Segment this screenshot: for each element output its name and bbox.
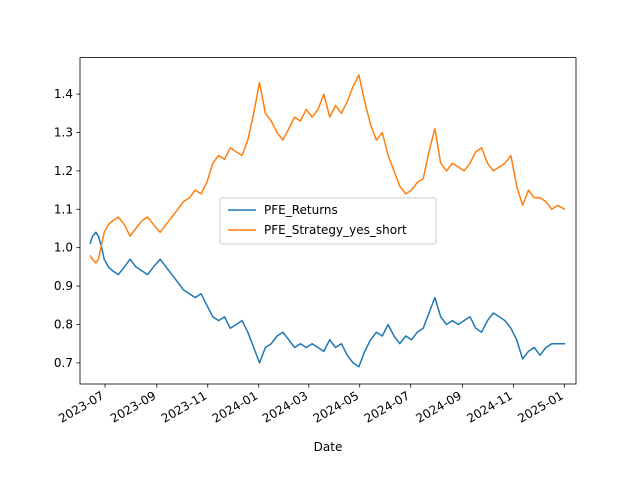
series-layer [89,74,566,368]
legend: PFE_Returns PFE_Strategy_yes_short [219,197,437,245]
series-line-2 [89,74,566,264]
plot-frame [79,57,577,385]
y-tick-label: 0.7 [54,356,73,370]
series-line-1 [89,231,566,368]
y-tick-label: 1.2 [54,164,73,178]
legend-label: PFE_Strategy_yes_short [264,223,407,237]
legend-box [219,197,437,245]
y-tick-label: 1.3 [54,125,73,139]
legend-label: PFE_Returns [264,203,338,217]
y-tick-label: 1.1 [54,202,73,216]
y-axis-ticks: 0.7 0.8 0.9 1.0 1.1 1.2 1.3 1.4 [54,87,80,370]
x-axis-label: Date [314,440,343,454]
y-tick-label: 1.0 [54,241,73,255]
y-tick-label: 0.9 [54,279,73,293]
y-tick-label: 0.8 [54,317,73,331]
y-tick-label: 1.4 [54,87,73,101]
